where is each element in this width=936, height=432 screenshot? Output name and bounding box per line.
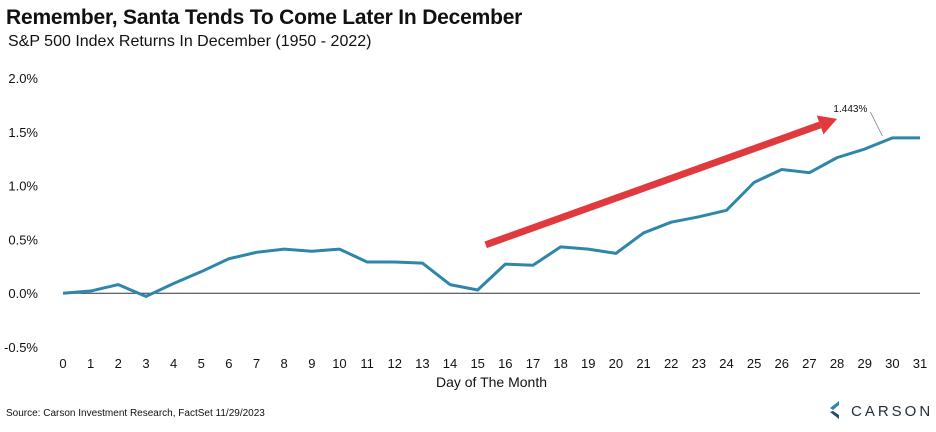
chart-title: Remember, Santa Tends To Come Later In D…: [6, 6, 523, 29]
x-tick-label: 27: [802, 356, 816, 371]
carson-logo: CARSON: [827, 400, 933, 422]
x-tick-label: 13: [415, 356, 429, 371]
x-tick-label: 4: [170, 356, 177, 371]
x-tick-label: 30: [885, 356, 899, 371]
x-tick-label: 17: [526, 356, 540, 371]
x-tick-label: 22: [664, 356, 678, 371]
logo-text: CARSON: [851, 402, 934, 420]
x-tick-label: 5: [198, 356, 205, 371]
x-tick-label: 9: [308, 356, 315, 371]
x-tick-label: 6: [225, 356, 232, 371]
x-tick-label: 11: [360, 356, 374, 371]
x-tick-label: 12: [388, 356, 402, 371]
x-tick-label: 3: [142, 356, 149, 371]
x-tick-label: 1: [87, 356, 94, 371]
x-tick-label: 31: [913, 356, 927, 371]
y-tick-label: 1.0%: [8, 179, 38, 194]
annotation-leader: [869, 111, 883, 137]
x-tick-label: 25: [747, 356, 761, 371]
source-note: Source: Carson Investment Research, Fact…: [6, 408, 265, 419]
x-tick-label: 28: [830, 356, 844, 371]
x-tick-label: 7: [253, 356, 260, 371]
x-tick-label: 0: [59, 356, 66, 371]
annotation-label: 1.443%: [833, 104, 867, 115]
x-tick-label: 16: [498, 356, 512, 371]
carson-chevron-logo-icon: [830, 401, 839, 419]
x-tick-label: 20: [609, 356, 623, 371]
x-tick-label: 14: [443, 356, 457, 371]
y-tick-label: -0.5%: [4, 340, 38, 355]
x-tick-label: 18: [553, 356, 567, 371]
x-axis-label: Day of The Month: [436, 374, 547, 390]
y-tick-label: 1.5%: [8, 125, 38, 140]
x-tick-label: 21: [636, 356, 650, 371]
series-line: [62, 136, 920, 298]
x-tick-label: 19: [581, 356, 595, 371]
x-tick-label: 8: [281, 356, 288, 371]
trend-arrow-shaft: [484, 121, 822, 249]
x-tick-label: 26: [775, 356, 789, 371]
chart-subtitle: S&P 500 Index Returns In December (1950 …: [8, 33, 372, 50]
y-tick-label: 0.5%: [8, 232, 38, 247]
x-tick-label: 15: [470, 356, 484, 371]
y-tick-label: 2.0%: [8, 71, 38, 86]
x-tick-label: 2: [115, 356, 122, 371]
x-tick-label: 24: [719, 356, 733, 371]
y-tick-label: 0.0%: [8, 286, 38, 301]
x-tick-label: 23: [692, 356, 706, 371]
x-tick-label: 29: [857, 356, 871, 371]
x-tick-label: 10: [332, 356, 346, 371]
trend-arrow-head: [816, 115, 838, 135]
